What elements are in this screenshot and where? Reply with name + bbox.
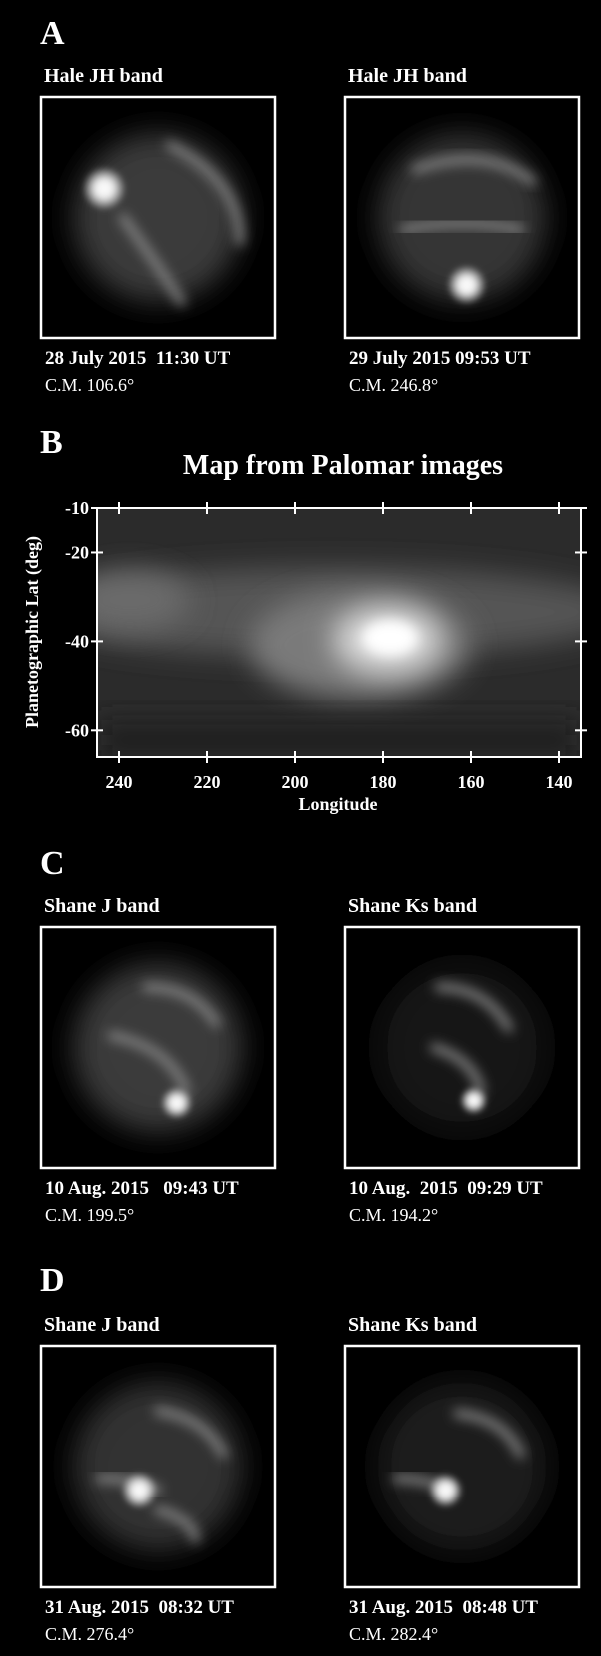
image-caption: 10 Aug. 2015 09:43 UT [45, 1178, 239, 1199]
x-tick-label: 180 [370, 772, 397, 792]
central-meridian: C.M. 276.4° [45, 1624, 134, 1644]
panel-label: A [40, 15, 65, 52]
panel-label: C [40, 845, 65, 882]
central-meridian: C.M. 199.5° [45, 1205, 134, 1225]
bright-spot [459, 1086, 488, 1115]
image-caption: 31 Aug. 2015 08:32 UT [45, 1597, 234, 1618]
planet-image [41, 927, 275, 1168]
cloud-band [107, 1031, 191, 1095]
planet-disk [377, 133, 547, 302]
cloud-band [154, 1505, 200, 1543]
x-tick-label: 240 [106, 772, 133, 792]
y-tick-label: -10 [65, 498, 89, 518]
x-tick-label: 200 [282, 772, 309, 792]
x-axis-label: Longitude [298, 794, 377, 814]
image-panel: C Shane J band 10 Aug. 2015 09:43 UT C.M. 1… [39, 845, 581, 1225]
bright-spot [121, 1472, 158, 1509]
cloud-band [118, 213, 186, 306]
central-meridian: C.M. 106.6° [45, 375, 134, 395]
planet-image [41, 97, 275, 338]
central-meridian: C.M. 194.2° [349, 1205, 438, 1225]
image-panel: D Shane J band 31 Aug. 2015 08:32 UT C.M. 2… [39, 1262, 581, 1644]
panel-label: D [40, 1262, 65, 1299]
central-meridian: C.M. 282.4° [349, 1624, 438, 1644]
image-caption: 10 Aug. 2015 09:29 UT [349, 1178, 543, 1199]
planet-disk [377, 963, 547, 1132]
image-frame [343, 1344, 581, 1589]
planet-disk [73, 133, 243, 302]
x-tick-label: 220 [194, 772, 221, 792]
image-panel: A Hale JH band 28 July 2015 11:30 UT C.M. 1… [39, 15, 581, 395]
image-title: Shane Ks band [348, 1314, 477, 1336]
y-tick-label: -40 [65, 631, 89, 651]
planet-image [345, 1346, 579, 1587]
bright-spot [428, 1473, 463, 1508]
bright-spot [82, 166, 127, 211]
x-tick-label: 160 [458, 772, 485, 792]
cloud-band [411, 155, 537, 186]
cloud-band [429, 1043, 485, 1095]
image-caption: 28 July 2015 11:30 UT [45, 348, 231, 369]
image-caption: 29 July 2015 09:53 UT [349, 348, 531, 369]
bright-spot [160, 1086, 193, 1119]
map-frame [96, 507, 582, 758]
y-tick-label: -60 [65, 720, 89, 740]
planet-image [345, 927, 579, 1168]
y-tick-label: -20 [65, 542, 89, 562]
map-title: Map from Palomar images [183, 450, 503, 481]
image-caption: 31 Aug. 2015 08:48 UT [349, 1597, 538, 1618]
cloud-band [165, 141, 244, 246]
planet-image [41, 1346, 275, 1587]
planet-disk [377, 1382, 547, 1551]
map-panel: B Map from Palomar images Longitude Plan… [22, 424, 587, 814]
bright-spot [446, 264, 487, 305]
cloud-band [434, 983, 513, 1033]
image-frame [39, 1344, 277, 1589]
image-frame [39, 925, 277, 1170]
cloud-band [453, 1409, 525, 1459]
planet-image [345, 97, 579, 338]
image-frame [343, 95, 581, 340]
cloud-band [154, 1407, 228, 1459]
image-title: Shane J band [44, 1314, 160, 1336]
map-image [97, 508, 581, 757]
image-frame [343, 925, 581, 1170]
cloud-band [142, 983, 221, 1028]
panel-label: B [40, 424, 63, 461]
x-tick-label: 140 [546, 772, 573, 792]
image-frame [39, 95, 277, 340]
image-title: Hale JH band [44, 65, 163, 87]
y-axis-label: Planetographic Lat (deg) [22, 536, 43, 728]
image-title: Shane J band [44, 895, 160, 917]
central-meridian: C.M. 246.8° [349, 375, 438, 395]
image-title: Shane Ks band [348, 895, 477, 917]
image-title: Hale JH band [348, 65, 467, 87]
cloud-band [399, 219, 525, 234]
